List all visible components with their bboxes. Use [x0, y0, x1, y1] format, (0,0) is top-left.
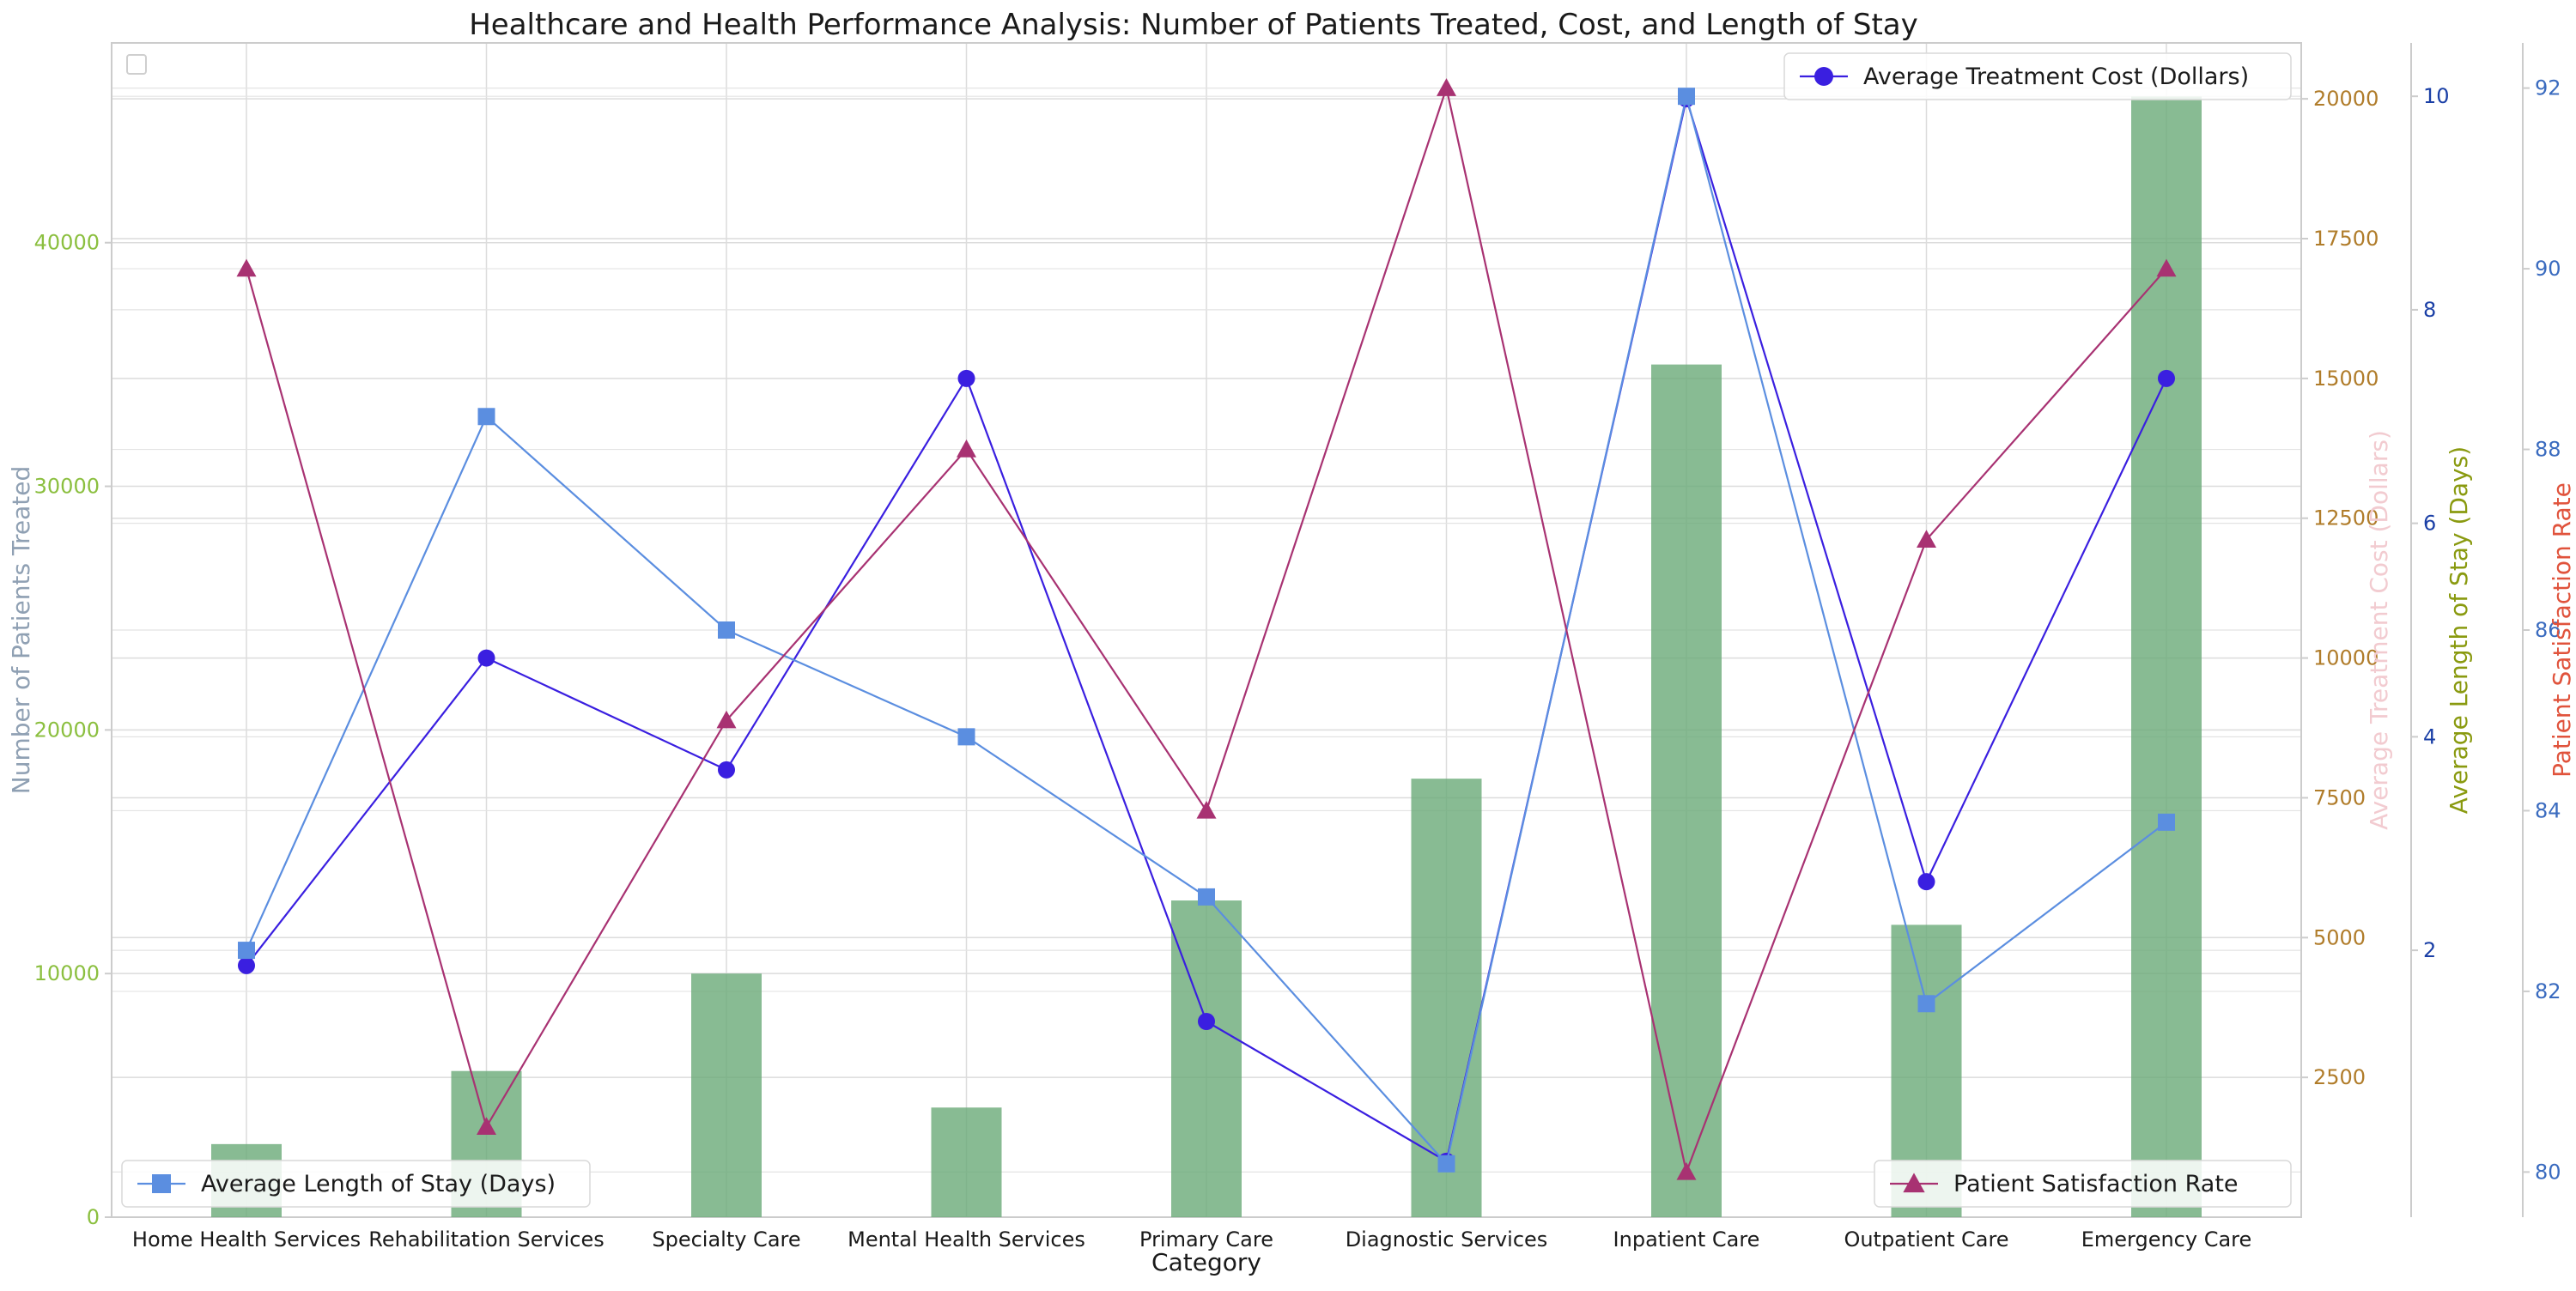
legend-empty-box	[126, 54, 147, 75]
y-tick-label-satisfaction: 80	[2535, 1160, 2561, 1184]
x-tick-label: Rehabilitation Services	[368, 1227, 604, 1252]
legend-bottom-left: Average Length of Stay (Days)	[121, 1160, 591, 1208]
point-cost	[957, 369, 975, 387]
point-stay	[957, 728, 975, 746]
x-tick-label: Inpatient Care	[1613, 1227, 1760, 1252]
bar-patients-treated	[691, 973, 762, 1217]
x-tick-label: Mental Health Services	[848, 1227, 1085, 1252]
point-cost	[718, 761, 735, 779]
legend-frame	[121, 1160, 591, 1208]
y-tick-label-stay: 10	[2423, 84, 2450, 108]
y-tick-label-cost: 12500	[2313, 506, 2379, 530]
point-stay	[1437, 1155, 1455, 1173]
legend-layer: Average Treatment Cost (Dollars) Average …	[121, 52, 2292, 1208]
y-tick-label-cost: 15000	[2313, 367, 2379, 391]
point-stay	[477, 408, 495, 426]
x-tick-label: Home Health Services	[132, 1227, 361, 1252]
legend-label: Average Length of Stay (Days)	[201, 1171, 556, 1197]
chart-title: Healthcare and Health Performance Analys…	[469, 8, 1918, 42]
y-tick-label-cost: 10000	[2313, 646, 2379, 670]
legend-frame	[1783, 52, 2292, 100]
bar-patients-treated	[1411, 779, 1482, 1217]
line-layer	[236, 78, 2177, 1180]
y-tick-label-satisfaction: 88	[2535, 438, 2561, 462]
y-tick-label-satisfaction: 86	[2535, 618, 2561, 642]
point-stay	[1917, 995, 1935, 1013]
y-tick-label-cost: 7500	[2313, 785, 2366, 809]
point-cost	[1917, 873, 1935, 891]
point-stay	[2158, 813, 2175, 831]
legend-frame	[1874, 1160, 2292, 1208]
point-satisfaction	[1437, 78, 1456, 96]
x-axis-label: Category	[1151, 1248, 1261, 1276]
x-tick-label: Primary Care	[1139, 1227, 1273, 1252]
axis-layer: Home Health Services Rehabilitation Servi…	[7, 43, 2576, 1252]
point-satisfaction	[1196, 800, 1217, 819]
y-axis-label-satisfaction: Patient Satisfaction Rate	[2548, 482, 2576, 778]
y-tick-label-satisfaction: 92	[2535, 76, 2561, 100]
y-tick-label-cost: 20000	[2313, 87, 2379, 111]
legend-top-right: Average Treatment Cost (Dollars)	[1783, 52, 2292, 100]
y-tick-label-patients: 10000	[34, 961, 100, 985]
x-tick-label: Specialty Care	[652, 1227, 800, 1252]
y-tick-label-cost: 5000	[2313, 925, 2366, 949]
y-tick-label-stay: 6	[2423, 512, 2436, 536]
point-stay	[1678, 88, 1695, 106]
y-tick-label-patients: 20000	[34, 718, 100, 742]
point-satisfaction	[2156, 258, 2177, 277]
point-satisfaction	[957, 439, 976, 458]
point-satisfaction	[477, 1117, 496, 1135]
bar-patients-treated	[931, 1107, 1002, 1217]
y-tick-label-cost: 2500	[2313, 1065, 2366, 1089]
legend-top-left	[126, 54, 147, 75]
legend-label: Average Treatment Cost (Dollars)	[1863, 64, 2249, 90]
y-tick-label-cost: 17500	[2313, 227, 2379, 251]
y-tick-label-satisfaction: 84	[2535, 798, 2561, 822]
x-tick-label: Outpatient Care	[1844, 1227, 2008, 1252]
point-satisfaction	[1917, 530, 1936, 548]
y-tick-label-satisfaction: 90	[2535, 257, 2561, 281]
point-cost	[238, 956, 255, 974]
bar-patients-treated	[2131, 96, 2202, 1218]
y-tick-label-patients: 0	[87, 1205, 100, 1229]
point-satisfaction	[236, 258, 257, 277]
point-satisfaction	[716, 710, 737, 729]
bar-patients-treated	[1651, 364, 1722, 1217]
y-axis-label-cost: Average Treatment Cost (Dollars)	[2365, 430, 2393, 830]
legend-marker	[1814, 67, 1833, 86]
point-satisfaction	[1676, 1161, 1697, 1180]
point-cost	[477, 649, 495, 667]
y-tick-label-stay: 4	[2423, 724, 2436, 749]
x-tick-label: Emergency Care	[2081, 1227, 2252, 1252]
y-tick-label-stay: 8	[2423, 298, 2436, 322]
y-tick-label-patients: 30000	[34, 475, 100, 499]
y-axis-label-stay: Average Length of Stay (Days)	[2445, 446, 2473, 814]
bar-patients-treated	[1171, 900, 1242, 1217]
y-tick-label-satisfaction: 82	[2535, 979, 2561, 1003]
y-tick-label-stay: 2	[2423, 938, 2436, 962]
point-stay	[1198, 888, 1215, 906]
point-stay	[718, 621, 735, 639]
y-tick-label-patients: 40000	[34, 231, 100, 255]
legend-marker	[152, 1174, 171, 1193]
x-tick-label: Diagnostic Services	[1346, 1227, 1548, 1252]
y-axis-label-patients: Number of Patients Treated	[7, 466, 35, 795]
legend-bottom-right: Patient Satisfaction Rate	[1874, 1160, 2292, 1208]
point-stay	[238, 942, 255, 960]
legend-label: Patient Satisfaction Rate	[1953, 1171, 2239, 1197]
point-cost	[1198, 1013, 1215, 1030]
legend-marker	[1903, 1173, 1925, 1193]
point-cost	[2158, 369, 2175, 387]
